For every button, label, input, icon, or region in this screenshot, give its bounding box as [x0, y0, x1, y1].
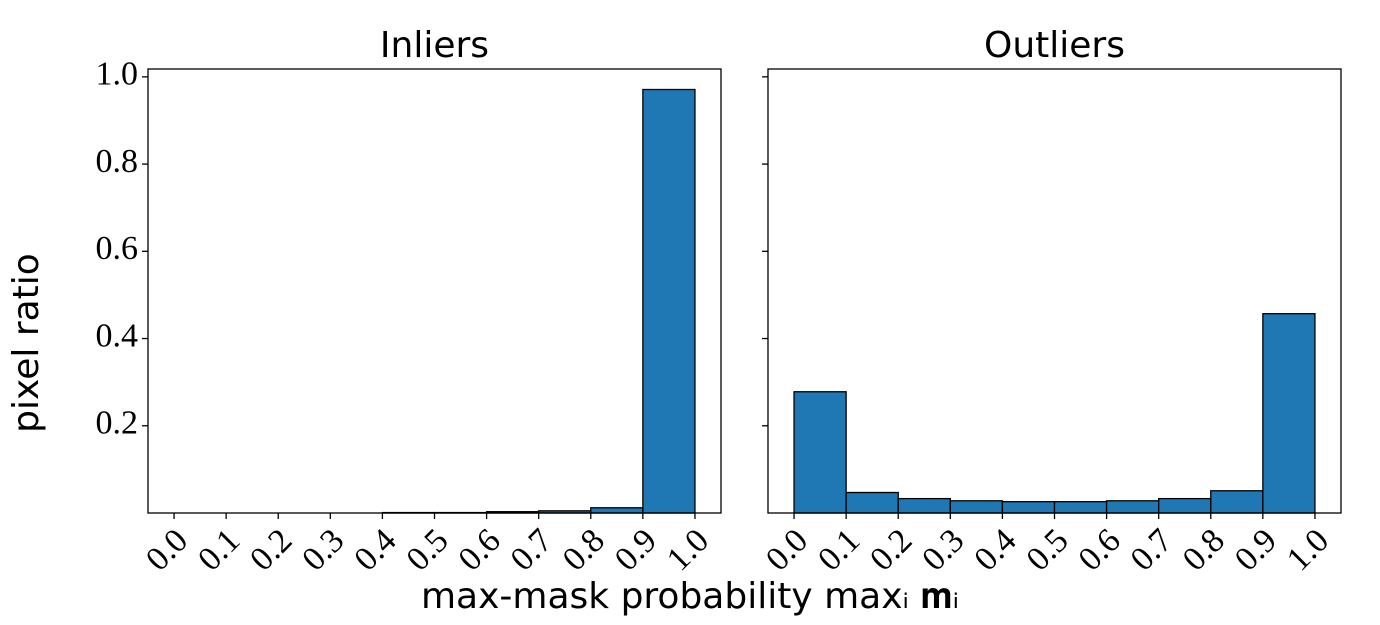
bar	[897, 497, 951, 514]
chart-title: Inliers	[380, 25, 489, 66]
x-tick-label: 0.6	[1072, 522, 1128, 578]
x-tick-label: 0.1	[811, 522, 867, 578]
x-tick-label: 0.8	[556, 522, 612, 578]
y-tick-label: 0.6	[96, 230, 139, 267]
x-tick-label: 0.9	[1228, 522, 1284, 578]
x-tick-label: 0.8	[1176, 522, 1232, 578]
bar	[793, 391, 847, 514]
x-tick-label: 0.5	[399, 522, 455, 578]
bar	[1053, 501, 1108, 514]
bar	[642, 88, 696, 514]
x-axis-label: max-mask probability maxᵢ 𝐦ᵢ	[421, 576, 959, 617]
bar	[590, 507, 644, 514]
plot-frame	[767, 68, 1342, 514]
bar	[1158, 497, 1212, 514]
y-tick-label: 0.4	[96, 317, 139, 354]
y-tick-label: 0.8	[96, 143, 139, 180]
x-tick-label: 0.4	[967, 522, 1023, 578]
x-tick-label: 0.5	[1019, 522, 1075, 578]
x-tick-label: 1.0	[660, 522, 716, 578]
x-tick-label: 0.0	[139, 522, 195, 578]
x-tick-label: 0.9	[608, 522, 664, 578]
y-tick-label: 0.2	[96, 405, 139, 442]
x-tick-label: 0.7	[1124, 522, 1180, 578]
y-tick-label: 1.0	[96, 56, 139, 93]
x-tick-label: 0.3	[915, 522, 971, 578]
bar	[1001, 501, 1056, 514]
bar	[1210, 490, 1264, 514]
bar	[1105, 500, 1160, 514]
plot-frame	[147, 68, 722, 514]
x-tick-label: 0.2	[243, 522, 299, 578]
chart-title: Outliers	[984, 25, 1125, 66]
x-tick-label: 0.0	[759, 522, 815, 578]
y-axis-label: pixel ratio	[6, 253, 47, 433]
x-tick-label: 0.1	[191, 522, 247, 578]
x-tick-label: 1.0	[1280, 522, 1336, 578]
x-tick-label: 0.3	[295, 522, 351, 578]
x-tick-label: 0.7	[504, 522, 560, 578]
bar	[1262, 313, 1316, 514]
bar	[845, 491, 899, 514]
x-tick-label: 0.4	[347, 522, 403, 578]
bar	[949, 500, 1004, 514]
x-tick-label: 0.2	[863, 522, 919, 578]
x-tick-label: 0.6	[452, 522, 508, 578]
